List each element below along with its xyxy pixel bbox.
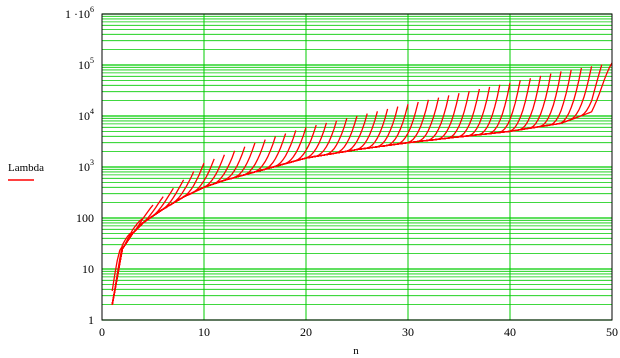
y-tick-base: 10 bbox=[78, 160, 90, 174]
x-axis-label: n bbox=[353, 345, 359, 357]
series-lambda bbox=[111, 62, 613, 305]
y-tick-base: 100 bbox=[76, 211, 94, 225]
y-tick-base: 10 bbox=[82, 262, 94, 276]
y-tick-base: 10 bbox=[78, 58, 90, 72]
y-tick-exponent: 6 bbox=[90, 5, 94, 14]
y-tick-label: 104 bbox=[78, 107, 94, 123]
y-tick-label: 1 ·106 bbox=[65, 5, 94, 21]
x-tick-labels: 0 10 20 30 40 50 bbox=[99, 325, 618, 339]
y-tick-exponent: 3 bbox=[90, 158, 94, 167]
y-tick-label: 10 bbox=[82, 262, 94, 276]
y-tick-base: 10 bbox=[78, 109, 90, 123]
y-tick-label: 105 bbox=[78, 56, 94, 72]
x-tick-label: 50 bbox=[606, 325, 618, 339]
y-tick-base: 1 ·10 bbox=[65, 7, 90, 21]
series-curve bbox=[111, 62, 613, 305]
grid-lines bbox=[101, 13, 613, 321]
legend: Lambda bbox=[8, 162, 44, 181]
x-tick-label: 40 bbox=[504, 325, 516, 339]
y-tick-base: 1 bbox=[88, 313, 94, 327]
plot-frame bbox=[101, 13, 613, 321]
y-tick-exponent: 5 bbox=[90, 56, 94, 65]
x-tick-label: 10 bbox=[198, 325, 210, 339]
x-tick-label: 30 bbox=[402, 325, 414, 339]
x-tick-label: 20 bbox=[300, 325, 312, 339]
y-tick-exponent: 4 bbox=[90, 107, 94, 116]
x-tick-label: 0 bbox=[99, 325, 105, 339]
y-tick-label: 1 bbox=[88, 313, 94, 327]
y-tick-label: 103 bbox=[78, 158, 94, 174]
y-tick-label: 100 bbox=[76, 211, 94, 225]
series-curve bbox=[111, 245, 123, 292]
legend-label: Lambda bbox=[8, 162, 44, 174]
